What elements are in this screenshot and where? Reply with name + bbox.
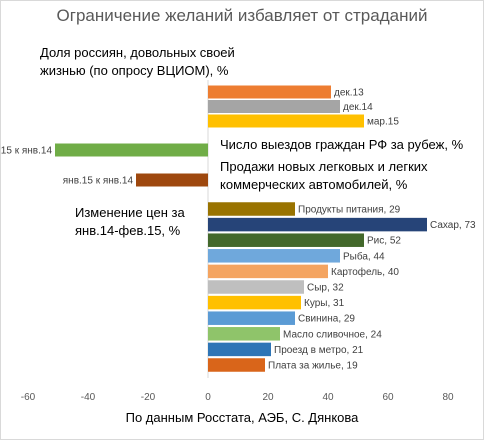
bar-prices-5 — [208, 280, 304, 294]
annotation-trips: Число выездов граждан РФ за рубеж, % — [220, 137, 464, 152]
bar-prices-9 — [208, 342, 271, 357]
bar-trips-0 — [55, 143, 208, 157]
bar-vciom-2 — [208, 114, 364, 128]
bar-prices-0 — [208, 202, 295, 216]
x-tick-label-7: 80 — [442, 392, 454, 403]
bar-vciom-0 — [208, 85, 331, 99]
annotation-prices-line-2: янв.14-фев.15, % — [75, 223, 181, 238]
x-tick-label-1: -40 — [81, 392, 96, 403]
bar-prices-10 — [208, 358, 265, 372]
data-label-vciom-2: мар.15 — [367, 117, 399, 128]
annotation-prices-line-1: Изменение цен за — [75, 205, 185, 220]
x-tick-label-4: 20 — [262, 392, 274, 403]
bar-prices-8 — [208, 327, 280, 341]
data-label-prices-0: Продукты питания, 29 — [298, 205, 401, 216]
data-label-prices-3: Рыба, 44 — [343, 250, 385, 262]
x-tick-label-0: -60 — [21, 392, 36, 403]
source-note: По данным Росстата, АЭБ, С. Дянкова — [125, 410, 359, 425]
bar-prices-3 — [208, 249, 340, 263]
chart-title: Ограничение желаний избавляет от страдан… — [56, 6, 428, 25]
data-label-prices-2: Рис, 52 — [367, 236, 401, 247]
bar-vciom-1 — [208, 100, 340, 113]
data-label-prices-6: Куры, 31 — [304, 298, 345, 309]
data-label-vciom-0: дек.13 — [334, 88, 364, 99]
annotation-cars-line-1: Продажи новых легковых и легких — [220, 159, 428, 174]
data-label-prices-7: Свинина, 29 — [298, 314, 355, 325]
x-tick-label-2: -20 — [141, 392, 156, 403]
annotation-cars-line-2: коммерческих автомобилей, % — [220, 177, 408, 192]
annotation-cars: Продажи новых легковых и легких коммерче… — [220, 158, 428, 194]
data-label-prices-9: Проезд в метро, 21 — [274, 345, 364, 356]
data-label-prices-4: Картофель, 40 — [331, 266, 399, 278]
annotation-vciom: Доля россиян, довольных своей жизнью (по… — [40, 44, 235, 80]
data-label-prices-8: Масло сливочное, 24 — [283, 329, 382, 340]
data-label-prices-10: Плата за жилье, 19 — [268, 361, 358, 372]
bar-prices-6 — [208, 295, 301, 310]
annotation-vciom-line-2: жизнью (по опросу ВЦИОМ), % — [40, 63, 229, 78]
x-tick-label-6: 60 — [382, 392, 394, 403]
annotation-prices: Изменение цен за янв.14-фев.15, % — [75, 204, 185, 240]
bar-prices-7 — [208, 311, 295, 325]
bar-prices-1 — [208, 217, 427, 232]
data-label-cars-0: янв.15 к янв.14 — [63, 176, 134, 187]
x-tick-label-5: 40 — [322, 392, 334, 403]
bar-prices-2 — [208, 233, 364, 247]
data-label-prices-1: Сахар, 73 — [430, 220, 476, 231]
annotation-vciom-line-1: Доля россиян, довольных своей — [40, 45, 235, 60]
data-label-trips-0: янв.15 к янв.14 — [0, 146, 52, 157]
x-tick-label-3: 0 — [205, 392, 211, 403]
data-label-vciom-1: дек.14 — [343, 102, 373, 113]
data-label-prices-5: Сыр, 32 — [307, 283, 344, 294]
bar-cars-0 — [136, 173, 208, 187]
bar-prices-4 — [208, 264, 328, 279]
